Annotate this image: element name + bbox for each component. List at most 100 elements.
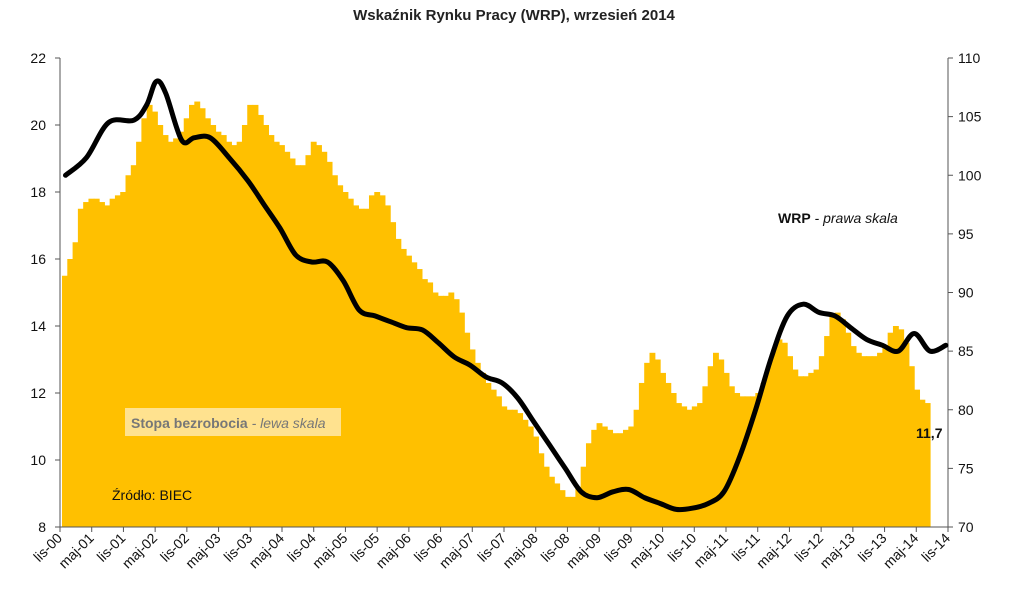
unemployment-bar — [151, 111, 158, 527]
unemployment-bar — [77, 208, 84, 527]
unemployment-bar — [215, 131, 222, 527]
unemployment-bar — [755, 393, 762, 527]
unemployment-bar — [638, 382, 645, 527]
unemployment-bar — [331, 175, 338, 527]
unemployment-bar — [728, 386, 735, 527]
unemployment-bar — [289, 158, 296, 527]
unemployment-bar — [241, 125, 248, 527]
unemployment-bar — [506, 409, 513, 527]
unemployment-bar — [744, 396, 751, 527]
left-axis-tick-label: 12 — [30, 385, 46, 401]
unemployment-bar — [469, 349, 476, 527]
unemployment-bar — [633, 409, 640, 527]
unemployment-bar — [840, 319, 846, 527]
right-axis-tick-label: 75 — [958, 460, 974, 476]
x-axis-tick-label: maj-09 — [563, 530, 605, 572]
unemployment-bar — [183, 118, 190, 528]
unemployment-bar — [919, 399, 926, 527]
unemployment-bar — [427, 282, 434, 527]
unemployment-bar — [802, 376, 809, 527]
unemployment-bar — [834, 312, 841, 527]
unemployment-bar — [617, 433, 624, 527]
unemployment-bar — [538, 453, 545, 527]
unemployment-bar — [263, 125, 270, 527]
unemployment-bar — [437, 295, 444, 527]
unemployment-bar — [855, 352, 862, 527]
unemployment-bar — [62, 275, 68, 527]
x-axis-tick-label: maj-07 — [436, 530, 478, 572]
unemployment-bar — [421, 279, 428, 527]
unemployment-bar — [416, 269, 423, 527]
unemployment-bar — [432, 292, 439, 527]
unemployment-bar — [813, 369, 820, 527]
x-axis-tick-label: maj-02 — [119, 530, 161, 572]
unemployment-bar — [294, 165, 301, 527]
unemployment-bar — [686, 409, 693, 527]
unemployment-bar — [808, 372, 815, 527]
unemployment-bar — [247, 104, 254, 528]
unemployment-bar — [480, 372, 487, 527]
unemployment-legend-label: Stopa bezrobocia - lewa skala — [131, 415, 326, 431]
unemployment-bar — [400, 248, 407, 527]
x-axis-tick-label: maj-14 — [880, 530, 922, 572]
unemployment-bar — [162, 135, 169, 528]
left-axis-tick-label: 16 — [30, 251, 46, 267]
unemployment-bar — [167, 141, 174, 527]
unemployment-bar — [660, 372, 666, 527]
x-axis-tick-label: lis-14 — [918, 530, 953, 565]
right-axis-tick-label: 80 — [958, 402, 974, 418]
unemployment-bar — [675, 403, 682, 527]
x-axis-tick-label: maj-12 — [753, 530, 795, 572]
unemployment-bar — [273, 141, 280, 527]
unemployment-bar — [760, 382, 767, 527]
unemployment-bar — [485, 382, 492, 527]
unemployment-bar — [125, 175, 132, 527]
unemployment-bar — [458, 312, 465, 527]
unemployment-bar — [310, 141, 317, 527]
unemployment-bar — [141, 118, 148, 528]
unemployment-bar — [522, 419, 529, 527]
unemployment-bar — [109, 198, 116, 527]
unemployment-bar — [316, 145, 322, 527]
unemployment-bar — [903, 342, 910, 527]
right-axis-tick-label: 85 — [958, 343, 974, 359]
unemployment-bar — [533, 436, 539, 527]
unemployment-bar — [607, 429, 614, 527]
unemployment-bar — [379, 195, 386, 527]
unemployment-bar — [368, 195, 375, 527]
unemployment-bar — [194, 101, 201, 528]
unemployment-bar — [845, 332, 852, 527]
unemployment-legend-box — [125, 408, 341, 436]
unemployment-bar — [681, 406, 688, 527]
unemployment-bar — [490, 389, 497, 527]
unemployment-bar — [877, 352, 883, 527]
unemployment-bar — [564, 496, 571, 527]
unemployment-bar — [67, 259, 74, 527]
unemployment-bar — [776, 339, 783, 527]
unemployment-bar — [649, 352, 656, 527]
unemployment-bar — [83, 202, 90, 528]
unemployment-bar — [623, 429, 629, 527]
wrp-legend-label: WRP - prawa skala — [778, 210, 898, 226]
unemployment-bar — [189, 104, 195, 528]
unemployment-bar — [157, 125, 164, 527]
unemployment-bar — [771, 349, 778, 527]
unemployment-bar — [358, 208, 365, 527]
unemployment-bar — [326, 161, 333, 527]
unemployment-bar — [99, 202, 105, 528]
unemployment-bar — [765, 366, 772, 527]
right-axis-tick-label: 95 — [958, 226, 974, 242]
unemployment-bar — [548, 476, 555, 527]
x-axis-tick-label: maj-11 — [690, 530, 731, 571]
unemployment-bar — [120, 192, 127, 527]
right-axis-tick-label: 105 — [958, 109, 982, 125]
unemployment-bar — [750, 396, 756, 527]
chart-title: Wskaźnik Rynku Pracy (WRP), wrzesień 201… — [353, 7, 675, 24]
unemployment-bar — [543, 466, 550, 527]
unemployment-bar — [781, 342, 788, 527]
unemployment-bar — [575, 486, 582, 527]
unemployment-bar — [601, 426, 608, 527]
unemployment-bar — [797, 376, 804, 527]
unemployment-bar — [363, 208, 370, 527]
unemployment-legend-rest: - lewa skala — [248, 415, 326, 431]
